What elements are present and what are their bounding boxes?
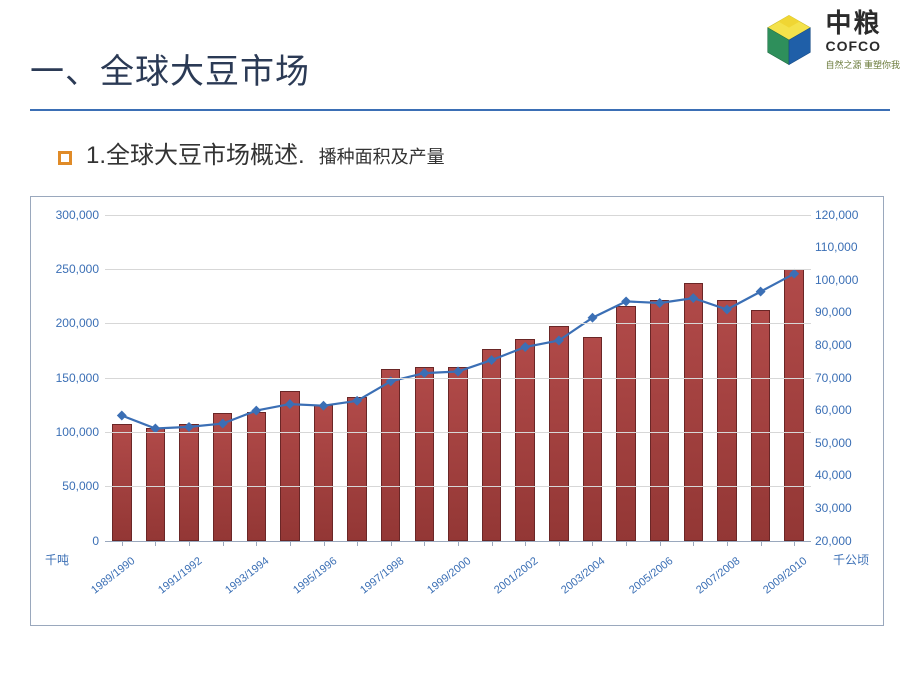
- x-tick-mark: [189, 541, 190, 546]
- x-tick-mark: [458, 541, 459, 546]
- line-marker: [453, 366, 463, 376]
- x-tick-mark: [525, 541, 526, 546]
- x-tick-mark: [256, 541, 257, 546]
- chart-frame: 050,000100,000150,000200,000250,000300,0…: [30, 196, 884, 626]
- brand-text: 中粮 COFCO 自然之源 重塑你我: [825, 10, 900, 71]
- line-marker: [655, 298, 665, 308]
- axis-unit-left: 千吨: [45, 551, 69, 568]
- line-marker: [520, 342, 530, 352]
- x-tick-mark: [223, 541, 224, 546]
- x-tick-mark: [324, 541, 325, 546]
- x-tick-mark: [424, 541, 425, 546]
- x-tick-label: 1991/1992: [143, 555, 204, 606]
- x-tick-mark: [626, 541, 627, 546]
- x-tick-label: 2005/2006: [614, 555, 675, 606]
- y-left-tick-label: 50,000: [62, 479, 99, 493]
- x-tick-mark: [357, 541, 358, 546]
- x-tick-mark: [592, 541, 593, 546]
- x-tick-mark: [391, 541, 392, 546]
- brand-tagline: 自然之源 重塑你我: [825, 58, 900, 71]
- title-underline: [30, 109, 890, 111]
- line-marker: [688, 293, 698, 303]
- bullet-icon: [58, 151, 72, 165]
- x-tick-mark: [155, 541, 156, 546]
- y-right-tick-label: 70,000: [815, 371, 852, 385]
- y-right-tick-label: 50,000: [815, 436, 852, 450]
- x-tick-mark: [660, 541, 661, 546]
- brand-name-cn: 中粮: [825, 10, 881, 36]
- y-right-tick-label: 80,000: [815, 338, 852, 352]
- line-marker: [285, 399, 295, 409]
- line-marker: [756, 286, 766, 296]
- y-right-tick-label: 120,000: [815, 208, 858, 222]
- x-tick-label: 1997/1998: [345, 555, 406, 606]
- plot-area: [105, 215, 811, 541]
- x-tick-mark: [761, 541, 762, 546]
- grid-line: [105, 432, 811, 433]
- x-axis-labels: 1989/19901991/19921993/19941995/19961997…: [31, 541, 883, 627]
- line-marker: [218, 418, 228, 428]
- x-tick-label: 2009/2010: [749, 555, 810, 606]
- x-tick-mark: [559, 541, 560, 546]
- grid-line: [105, 269, 811, 270]
- x-tick-label: 2003/2004: [547, 555, 608, 606]
- y-right-tick-label: 30,000: [815, 501, 852, 515]
- brand-name-en: COFCO: [825, 38, 881, 55]
- line-marker: [487, 355, 497, 365]
- y-right-tick-label: 110,000: [815, 240, 858, 254]
- grid-line: [105, 486, 811, 487]
- line-marker: [419, 368, 429, 378]
- axis-unit-right: 千公顷: [833, 551, 869, 568]
- x-tick-label: 1999/2000: [412, 555, 473, 606]
- y-left-tick-label: 200,000: [56, 316, 99, 330]
- y-right-tick-label: 40,000: [815, 468, 852, 482]
- cube-icon: [761, 12, 817, 68]
- y-right-tick-label: 90,000: [815, 305, 852, 319]
- line-marker: [722, 304, 732, 314]
- line-marker: [319, 400, 329, 410]
- subtitle-main: 1.全球大豆市场概述.: [86, 135, 305, 170]
- x-tick-label: 1993/1994: [211, 555, 272, 606]
- x-tick-label: 2001/2002: [480, 555, 541, 606]
- brand-logo: 中粮 COFCO 自然之源 重塑你我: [761, 10, 900, 71]
- x-tick-mark: [693, 541, 694, 546]
- y-right-tick-label: 100,000: [815, 273, 858, 287]
- subtitle-sub: 播种面积及产量: [319, 143, 445, 169]
- x-tick-mark: [794, 541, 795, 546]
- line-marker: [251, 405, 261, 415]
- line-marker: [621, 296, 631, 306]
- x-tick-label: 1989/1990: [76, 555, 137, 606]
- slide-container: 中粮 COFCO 自然之源 重塑你我 一、全球大豆市场 1.全球大豆市场概述. …: [0, 0, 920, 690]
- x-tick-mark: [122, 541, 123, 546]
- line-marker: [352, 395, 362, 405]
- y-right-tick-label: 60,000: [815, 403, 852, 417]
- grid-line: [105, 323, 811, 324]
- x-tick-label: 1995/1996: [278, 555, 339, 606]
- grid-line: [105, 378, 811, 379]
- y-left-tick-label: 300,000: [56, 208, 99, 222]
- y-left-tick-label: 150,000: [56, 371, 99, 385]
- line-marker: [184, 421, 194, 431]
- x-tick-mark: [290, 541, 291, 546]
- x-tick-mark: [727, 541, 728, 546]
- y-left-tick-label: 100,000: [56, 425, 99, 439]
- y-left-tick-label: 250,000: [56, 262, 99, 276]
- x-tick-mark: [492, 541, 493, 546]
- subtitle-row: 1.全球大豆市场概述. 播种面积及产量: [58, 135, 890, 170]
- line-marker: [117, 410, 127, 420]
- x-tick-label: 2007/2008: [681, 555, 742, 606]
- grid-line: [105, 215, 811, 216]
